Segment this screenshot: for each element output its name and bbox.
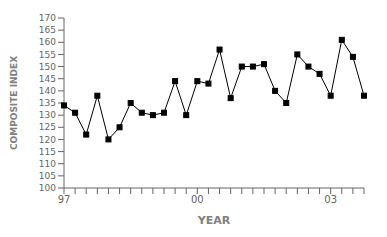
svg-text:150: 150 (39, 62, 56, 72)
svg-text:145: 145 (39, 74, 56, 84)
svg-text:135: 135 (39, 98, 56, 108)
svg-text:100: 100 (39, 183, 56, 193)
svg-text:120: 120 (39, 135, 56, 145)
svg-text:170: 170 (39, 13, 56, 23)
svg-text:03: 03 (324, 194, 337, 205)
svg-text:115: 115 (39, 147, 56, 157)
svg-text:140: 140 (39, 86, 56, 96)
svg-text:110: 110 (39, 159, 56, 169)
svg-text:160: 160 (39, 37, 56, 47)
svg-text:130: 130 (39, 110, 56, 120)
svg-text:105: 105 (39, 171, 56, 181)
svg-text:165: 165 (39, 25, 56, 35)
svg-text:155: 155 (39, 50, 56, 60)
svg-text:97: 97 (58, 194, 71, 205)
svg-text:125: 125 (39, 122, 56, 132)
svg-text:COMPOSITE INDEX: COMPOSITE INDEX (9, 56, 19, 150)
svg-text:YEAR: YEAR (197, 214, 231, 227)
svg-text:00: 00 (191, 194, 204, 205)
